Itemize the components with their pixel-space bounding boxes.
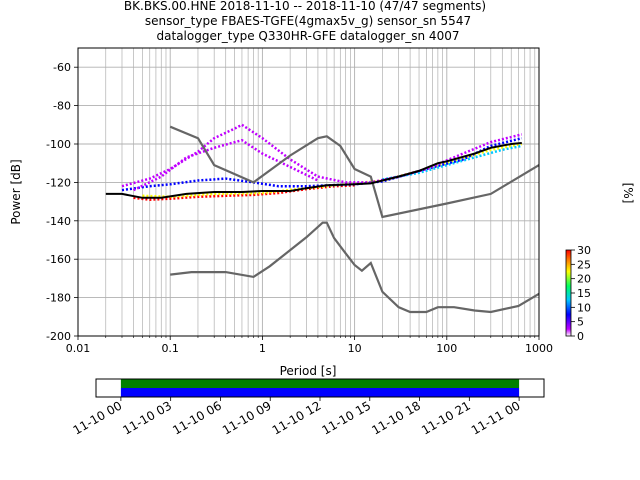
timeline-tick-label: 11-10 15 [320, 398, 374, 437]
y-axis-ticks: -60 -80 -100 -120 -140 -160 -180 -200 [46, 61, 78, 343]
timeline-coverage [120, 379, 520, 397]
timeline-band [120, 379, 520, 388]
timeline-tick-label: 11-10 21 [419, 398, 473, 437]
colorbar-tick-label: 20 [577, 273, 591, 286]
x-axis-label: Period [s] [280, 364, 337, 378]
y-tick-label: -200 [46, 330, 71, 343]
y-tick-label: -140 [46, 215, 71, 228]
colorbar-tick-label: 25 [577, 258, 591, 271]
timeline-tick-label: 11-10 18 [369, 398, 423, 437]
timeline-tick-label: 11-10 06 [170, 398, 224, 437]
colorbar-tick-label: 30 [577, 244, 591, 257]
noise_model_high-line [169, 125, 540, 219]
y-tick-label: -120 [46, 176, 71, 189]
plot-background [78, 48, 539, 336]
histogram-band [382, 144, 523, 181]
timeline-tick-label: 11-10 03 [120, 398, 174, 437]
series-lines [105, 125, 540, 314]
x-axis-ticks: 0.01 0.1 1 10 100 1000 [66, 336, 553, 355]
histogram-band [132, 138, 319, 192]
y-tick-label: -60 [53, 61, 71, 74]
timeline-tick-label: 11-10 12 [270, 398, 324, 437]
y-tick-label: -160 [46, 253, 71, 266]
timeline-tick-label: 11-10 09 [220, 398, 274, 437]
timeline-band [120, 388, 520, 397]
chart-title-line-2: sensor_type FBAES-TGFE(4gmax5v_g) sensor… [145, 14, 471, 28]
plot-frame [77, 47, 540, 337]
colorbar-tick-label: 10 [577, 301, 591, 314]
noise_model_low-line [170, 221, 540, 314]
x-tick-label: 0.1 [161, 342, 179, 355]
histogram-band [142, 142, 523, 199]
mode-line [105, 142, 522, 199]
colorbar-tick-label: 0 [577, 330, 584, 343]
x-tick-label: 0.01 [66, 342, 91, 355]
chart-title-line-1: BK.BKS.00.HNE 2018-11-10 -- 2018-11-10 (… [124, 0, 486, 13]
histogram-band [121, 136, 523, 192]
x-tick-label: 1000 [525, 342, 553, 355]
x-tick-label: 1 [259, 342, 266, 355]
timeline-tick-label: 11-11 00 [469, 398, 523, 437]
y-tick-label: -180 [46, 292, 71, 305]
colorbar-tick-label: 15 [577, 287, 591, 300]
histogram-bands [121, 123, 523, 201]
plot-area: 0.01 0.1 1 10 100 1000 -60 -80 -100 -120 -140 -160… [46, 47, 553, 355]
chart-title-line-3: datalogger_type Q330HR-GFE datalogger_sn… [157, 29, 460, 43]
y-tick-label: -100 [46, 138, 71, 151]
colorbar-label: [%] [621, 183, 635, 204]
colorbar-tick-label: 5 [577, 316, 584, 329]
timeline-tick-label: 11-10 00 [71, 398, 125, 437]
y-axis-label: Power [dB] [9, 159, 23, 224]
y-tick-label: -80 [53, 100, 71, 113]
x-tick-label: 100 [436, 342, 457, 355]
colorbar-gradient [565, 249, 572, 337]
x-tick-label: 10 [348, 342, 362, 355]
